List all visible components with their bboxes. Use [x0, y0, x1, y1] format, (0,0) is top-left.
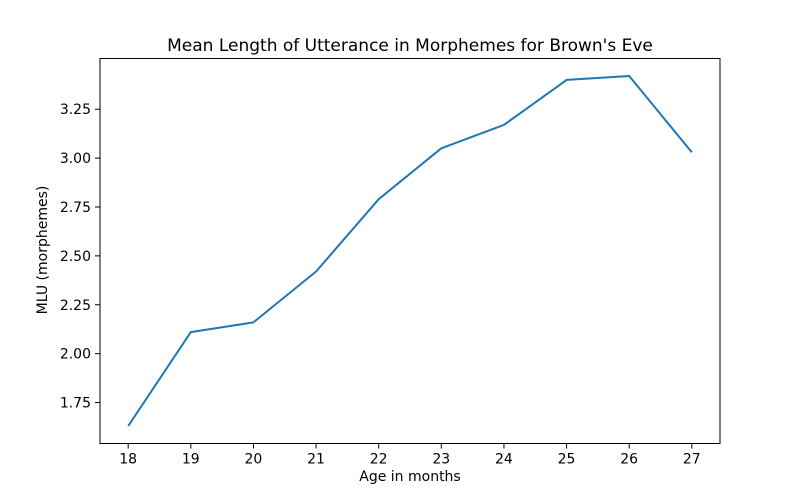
x-tick-label: 23 — [432, 452, 450, 468]
x-axis-ticks: 18 19 20 21 22 23 24 25 26 27 — [119, 443, 701, 468]
y-tick-label: 2.75 — [60, 200, 91, 216]
x-axis-label: Age in months — [359, 469, 461, 485]
axes-box — [99, 58, 721, 444]
y-tick-label: 3.25 — [60, 102, 91, 118]
y-tick-label: 1.75 — [60, 396, 91, 412]
x-tick-label: 20 — [245, 452, 263, 468]
y-tick-label: 2.25 — [60, 298, 91, 314]
x-tick-label: 27 — [683, 452, 701, 468]
x-tick-label: 21 — [307, 452, 325, 468]
x-tick-label: 26 — [620, 452, 638, 468]
chart-title: Mean Length of Utterance in Morphemes fo… — [167, 36, 653, 56]
x-tick-label: 24 — [495, 452, 513, 468]
y-axis-ticks: 1.75 2.00 2.25 2.50 2.75 3.00 3.25 — [60, 102, 100, 412]
x-tick-label: 19 — [182, 452, 200, 468]
x-tick-label: 25 — [558, 452, 576, 468]
x-tick-label: 18 — [119, 452, 137, 468]
y-tick-label: 3.00 — [60, 151, 91, 167]
mlu-line-series — [127, 75, 693, 427]
x-tick-label: 22 — [370, 452, 388, 468]
y-tick-label: 2.50 — [60, 249, 91, 265]
y-tick-label: 2.00 — [60, 347, 91, 363]
